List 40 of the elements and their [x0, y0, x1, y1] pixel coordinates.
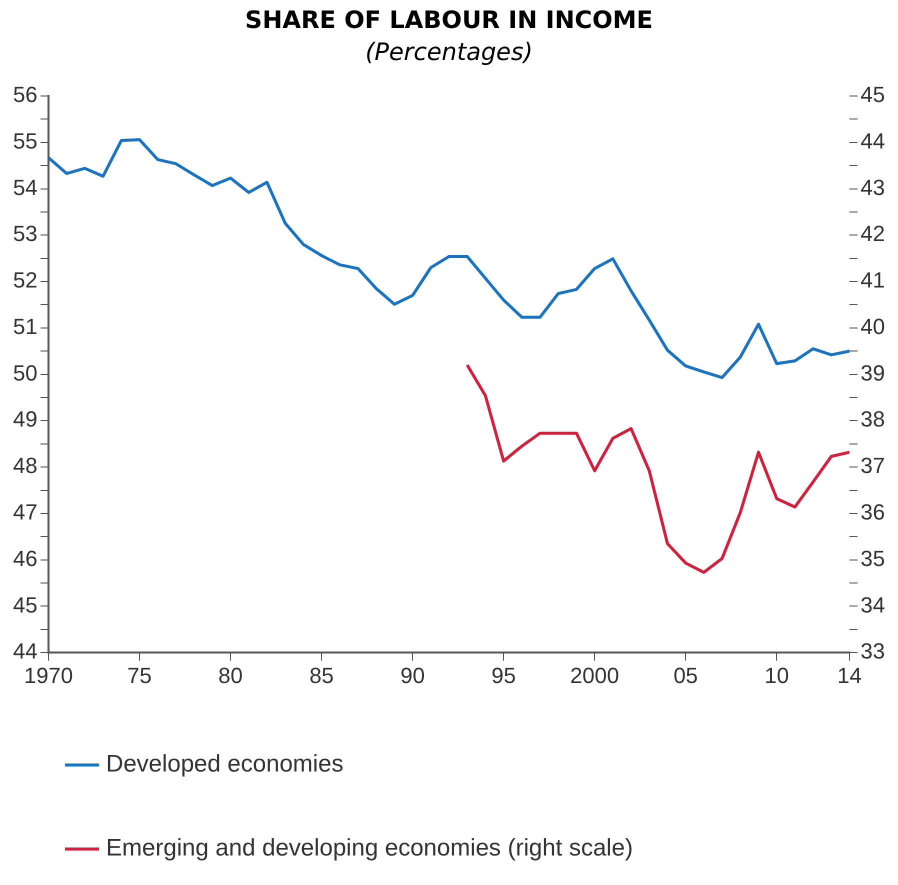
x-tick-label: 14	[837, 662, 862, 688]
y2-tick-label: 36	[860, 500, 886, 525]
x-tick-label: 85	[309, 662, 334, 688]
y-tick-label: 46	[12, 546, 38, 571]
x-tick-label: 1970	[24, 662, 73, 688]
y-tick-label: 47	[12, 500, 38, 525]
y-tick-label: 56	[12, 82, 38, 108]
legend-label: Developed economies	[106, 750, 344, 778]
y2-tick-label: 39	[860, 360, 886, 386]
y-tick-label: 52	[12, 268, 38, 293]
x-tick-label: 90	[400, 662, 425, 688]
y2-tick-label: 42	[860, 221, 886, 246]
y-tick-label: 50	[12, 360, 38, 386]
y2-tick-label: 41	[860, 268, 886, 293]
y-tick-label: 51	[12, 314, 38, 339]
y2-tick-label: 35	[860, 546, 886, 571]
y-tick-label: 53	[12, 221, 38, 246]
x-tick-label: 95	[491, 662, 516, 688]
x-tick-label: 80	[218, 662, 243, 688]
y-tick-label: 55	[12, 128, 38, 154]
x-tick-label: 05	[673, 662, 698, 688]
chart-title: SHARE OF LABOUR IN INCOME	[244, 6, 654, 34]
y2-tick-label: 45	[860, 82, 886, 108]
chart-subtitle: (Percentages)	[364, 38, 534, 66]
x-tick-label: 75	[127, 662, 152, 688]
x-tick-label: 2000	[570, 662, 620, 688]
y-tick-label: 45	[12, 592, 38, 618]
y-tick-label: 48	[12, 453, 38, 478]
y2-tick-label: 33	[860, 638, 886, 664]
y2-tick-label: 38	[860, 406, 886, 432]
y2-tick-label: 43	[860, 174, 886, 200]
y2-tick-label: 44	[860, 128, 886, 154]
legend-label: Emerging and developing economies (right scale)	[106, 834, 633, 862]
y2-tick-label: 37	[860, 453, 886, 478]
y-tick-label: 54	[12, 174, 38, 200]
y2-tick-label: 40	[860, 314, 886, 339]
y2-tick-label: 34	[860, 592, 886, 618]
y-tick-label: 44	[12, 638, 38, 664]
y-tick-label: 49	[12, 406, 38, 432]
x-tick-label: 10	[764, 662, 789, 688]
